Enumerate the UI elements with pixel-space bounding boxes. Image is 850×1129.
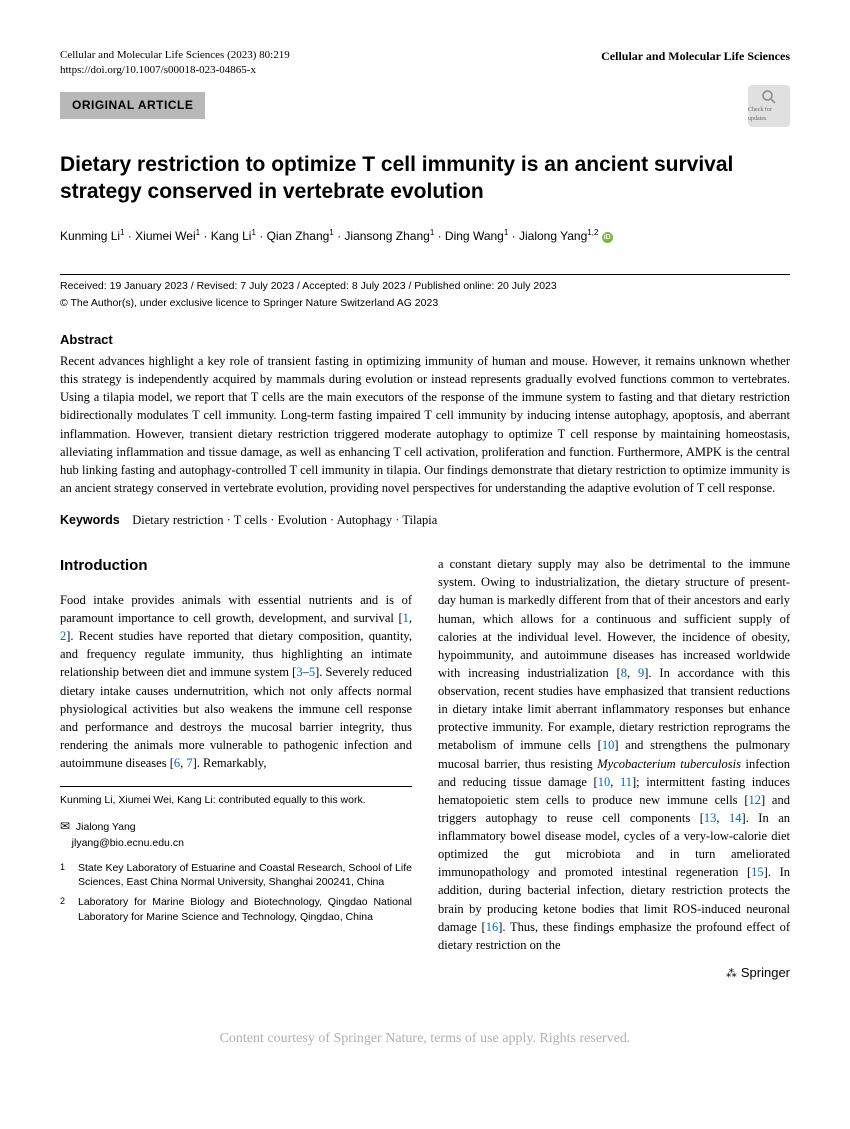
cite-16[interactable]: 16 <box>486 920 499 934</box>
affiliation-2: 2 Laboratory for Marine Biology and Biot… <box>60 895 412 923</box>
article-dates: Received: 19 January 2023 / Revised: 7 J… <box>60 274 790 294</box>
affiliation-1: 1 State Key Laboratory of Estuarine and … <box>60 861 412 889</box>
journal-name: Cellular and Molecular Life Sciences <box>601 48 790 65</box>
check-updates-button[interactable]: Check for updates <box>748 85 790 127</box>
column-right: a constant dietary supply may also be de… <box>438 555 790 983</box>
article-type-badge: ORIGINAL ARTICLE <box>60 92 205 119</box>
cite-10b[interactable]: 10 <box>598 775 611 789</box>
article-title: Dietary restriction to optimize T cell i… <box>60 151 790 206</box>
intro-paragraph-1: Food intake provides animals with essent… <box>60 591 412 772</box>
keywords-text: Dietary restriction · T cells · Evolutio… <box>132 513 437 527</box>
cite-11[interactable]: 11 <box>620 775 632 789</box>
running-header: Cellular and Molecular Life Sciences (20… <box>60 48 790 79</box>
cite-12[interactable]: 12 <box>748 793 761 807</box>
footnotes: Kunming Li, Xiumei Wei, Kang Li: contrib… <box>60 786 412 924</box>
keywords: Keywords Dietary restriction · T cells ·… <box>60 511 790 529</box>
cite-13[interactable]: 13 <box>704 811 717 825</box>
header-left: Cellular and Molecular Life Sciences (20… <box>60 48 290 79</box>
intro-paragraph-1-cont: a constant dietary supply may also be de… <box>438 555 790 954</box>
contribution-note: Kunming Li, Xiumei Wei, Kang Li: contrib… <box>60 793 412 808</box>
keywords-label: Keywords <box>60 513 120 527</box>
cite-15[interactable]: 15 <box>751 865 764 879</box>
orcid-icon[interactable]: iD <box>602 232 613 243</box>
abstract-text: Recent advances highlight a key role of … <box>60 352 790 497</box>
cite-14[interactable]: 14 <box>729 811 742 825</box>
intro-heading: Introduction <box>60 555 412 577</box>
magnifier-icon <box>760 88 778 106</box>
cite-10[interactable]: 10 <box>602 738 615 752</box>
column-left: Introduction Food intake provides animal… <box>60 555 412 983</box>
body-columns: Introduction Food intake provides animal… <box>60 555 790 983</box>
corresponding-author: ✉ Jialong Yang jlyang@bio.ecnu.edu.cn <box>60 818 412 851</box>
publisher-logo: Springer <box>438 964 790 983</box>
doi-link[interactable]: https://doi.org/10.1007/s00018-023-04865… <box>60 64 256 76</box>
abstract-heading: Abstract <box>60 331 790 350</box>
watermark: Content courtesy of Springer Nature, ter… <box>0 1013 850 1059</box>
copyright: © The Author(s), under exclusive licence… <box>60 296 790 311</box>
journal-ref: Cellular and Molecular Life Sciences (20… <box>60 48 290 63</box>
corr-email[interactable]: jlyang@bio.ecnu.edu.cn <box>72 837 184 849</box>
author-list: Kunming Li1 · Xiumei Wei1 · Kang Li1 · Q… <box>60 227 790 245</box>
envelope-icon: ✉ <box>60 819 70 833</box>
